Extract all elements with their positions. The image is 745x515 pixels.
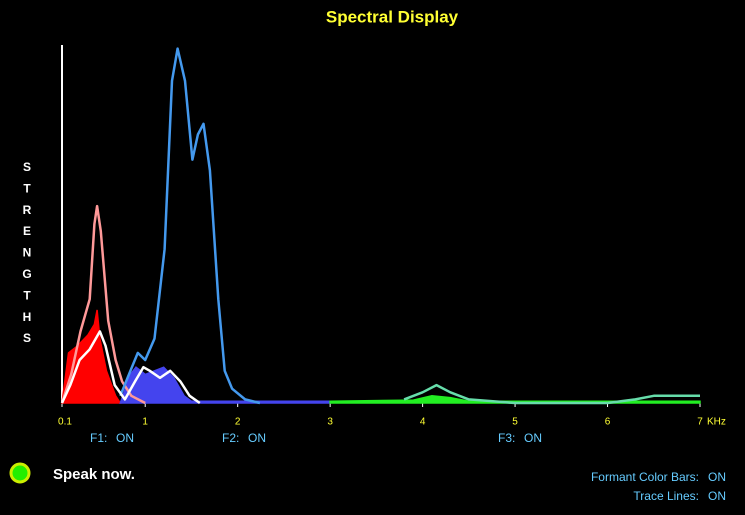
option-state[interactable]: ON (708, 470, 726, 484)
formant-state[interactable]: ON (116, 431, 134, 445)
x-tick-label: 4 (420, 417, 426, 428)
trace-line (119, 47, 261, 405)
status-text: Speak now. (53, 466, 135, 483)
trace-line (403, 383, 700, 405)
y-axis-label: STRENGTHS (20, 160, 34, 353)
option-label: Formant Color Bars: (591, 470, 699, 484)
trace-line (60, 330, 201, 405)
trace-line (60, 204, 146, 405)
x-tick-label: 1 (142, 417, 148, 428)
formant-label: F1: (90, 431, 107, 445)
x-tick-label: 6 (605, 417, 611, 428)
formant-state[interactable]: ON (248, 431, 266, 445)
formant-state[interactable]: ON (524, 431, 542, 445)
formant-label: F2: (222, 431, 239, 445)
x-tick-label: 3 (327, 417, 333, 428)
x-tick-label: 2 (235, 417, 241, 428)
option-state[interactable]: ON (708, 489, 726, 503)
x-unit: KHz (707, 417, 726, 428)
option-label: Trace Lines: (633, 489, 699, 503)
x-tick-label: 0.1 (58, 417, 72, 428)
formant-area (329, 395, 701, 404)
status-indicator (9, 462, 31, 484)
x-tick-label: 7 (697, 417, 703, 428)
chart-title: Spectral Display (326, 7, 459, 26)
x-tick-label: 5 (512, 417, 518, 428)
formant-area (61, 309, 122, 404)
formant-label: F3: (498, 431, 515, 445)
